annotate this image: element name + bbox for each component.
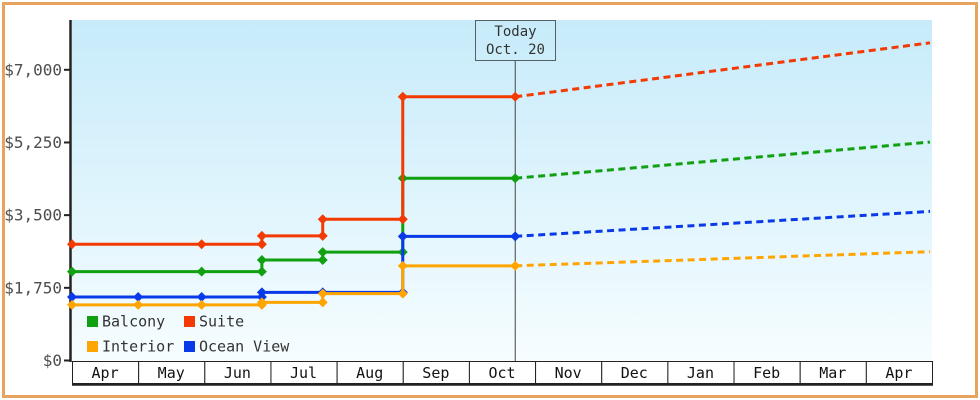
month-label: Oct [488, 364, 515, 382]
series-marker-interior [510, 260, 521, 271]
y-tick-label: $3,500 [4, 206, 62, 225]
y-tick-label: $7,000 [4, 60, 62, 79]
series-marker-suite [256, 230, 267, 241]
series-marker-interior [196, 299, 207, 310]
legend-swatch-suite [184, 316, 195, 327]
legend-swatch-interior [87, 341, 98, 352]
series-marker-interior [67, 299, 77, 310]
month-label: Jun [224, 364, 251, 382]
today-date: Oct. 20 [485, 41, 545, 58]
month-label: Jan [687, 364, 714, 382]
month-label: Feb [753, 364, 780, 382]
month-label: Aug [356, 364, 383, 382]
series-projection-balcony [515, 140, 931, 180]
series-marker-ocean-view [67, 291, 77, 302]
series-marker-interior [317, 297, 328, 308]
series-marker-interior [397, 288, 408, 299]
series-marker-interior [133, 299, 144, 310]
series-marker-suite [510, 91, 521, 102]
series-marker-interior [397, 260, 408, 271]
y-tick-label: $0 [43, 351, 62, 370]
series-marker-balcony [196, 266, 207, 277]
series-marker-balcony [256, 255, 267, 266]
series-marker-interior [256, 297, 267, 308]
month-label: Jul [290, 364, 317, 382]
month-label: Mar [819, 364, 846, 382]
month-label: Apr [92, 364, 119, 382]
legend-swatch-ocean-view [184, 341, 195, 352]
series-marker-suite [317, 214, 328, 225]
series-marker-suite [67, 239, 77, 250]
series-marker-balcony [317, 247, 328, 258]
series-marker-suite [397, 91, 408, 102]
series-marker-ocean-view [256, 287, 267, 298]
legend-label-ocean-view: Ocean View [199, 338, 290, 356]
series-marker-suite [397, 214, 408, 225]
series-projection-ocean-view [515, 209, 931, 238]
series-marker-balcony [510, 173, 521, 184]
series-projection-suite [515, 41, 931, 99]
series-marker-balcony [67, 266, 77, 277]
month-cell [865, 361, 933, 384]
series-marker-balcony [317, 255, 328, 266]
month-label: Sep [422, 364, 449, 382]
legend-label-balcony: Balcony [102, 313, 165, 331]
month-label: Nov [555, 364, 582, 382]
legend-label-interior: Interior [102, 338, 174, 356]
series-marker-suite [256, 239, 267, 250]
y-tick-label: $5,250 [4, 133, 62, 152]
series-marker-balcony [256, 266, 267, 277]
series-marker-ocean-view [196, 291, 207, 302]
series-marker-ocean-view [133, 291, 144, 302]
legend-label-suite: Suite [199, 313, 244, 331]
series-marker-interior [317, 288, 328, 299]
series-marker-suite [196, 239, 207, 250]
today-annotation: Today Oct. 20 [475, 20, 556, 61]
month-label: Apr [885, 364, 912, 382]
month-label: May [158, 364, 185, 382]
series-projection-interior [515, 250, 931, 268]
plot-background [72, 20, 932, 361]
today-label: Today [494, 23, 537, 40]
series-marker-suite [317, 230, 328, 241]
legend-swatch-balcony [87, 316, 98, 327]
series-marker-ocean-view [397, 231, 408, 242]
series-marker-ocean-view [510, 231, 521, 242]
month-label: Dec [621, 364, 648, 382]
y-tick-label: $1,750 [4, 278, 62, 297]
